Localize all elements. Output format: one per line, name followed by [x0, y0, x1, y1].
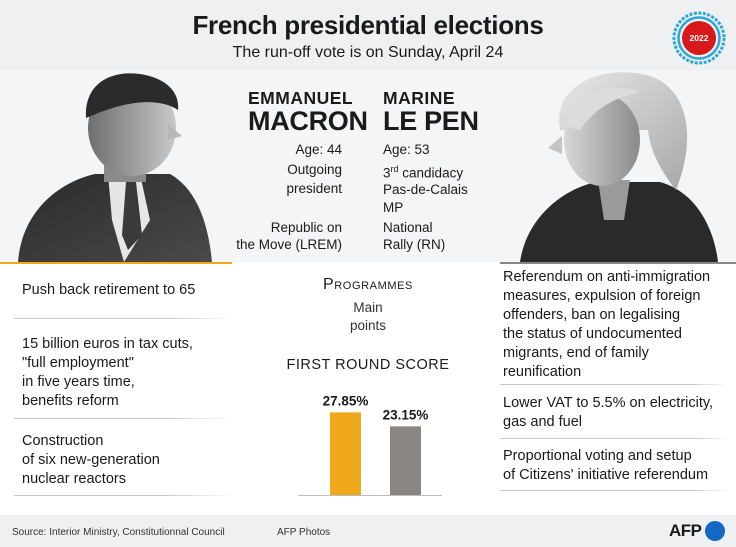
le-pen-last-name: LE PEN: [383, 106, 479, 136]
le-pen-first-name: MARINE: [383, 88, 456, 108]
macron-first-name: EMMANUEL: [248, 88, 354, 108]
le-pen-point-3-line: of Citizens' initiative referendum: [503, 467, 709, 483]
le-pen-point-2-line: Lower VAT to 5.5% on electricity,: [503, 395, 714, 411]
chart-value-label: 27.85%: [323, 393, 369, 408]
le-pen-accent-line: [500, 262, 736, 264]
programmes-subtitle-line1: Main: [353, 300, 383, 315]
macron-point-2-line: benefits reform: [22, 393, 119, 409]
programmes-subtitle-line2: points: [349, 318, 387, 333]
le-pen-candidacy-suffix: rd: [390, 164, 399, 174]
macron-point-1: Push back retirement to 65: [22, 281, 195, 300]
le-pen-point-1-line: offenders, ban on legalising: [503, 307, 681, 323]
le-pen-age: Age: 53: [383, 142, 430, 157]
first-round-score-chart: 27.85% 23.15%: [298, 393, 442, 496]
macron-point-2-line: "full employment": [22, 355, 134, 371]
macron-accent-line: [0, 262, 232, 264]
macron-point-3-line: Construction: [22, 433, 104, 449]
le-pen-point-3-line: Proportional voting and setup: [503, 448, 692, 464]
le-pen-divider-2: [500, 438, 728, 439]
chart-value-label: 23.15%: [383, 407, 429, 422]
chart-title: FIRST ROUND SCORE: [286, 357, 450, 373]
footer-band: [0, 515, 736, 547]
le-pen-candidacy-word: candidacy: [398, 165, 464, 181]
afp-logo-text: AFP: [669, 521, 702, 540]
le-pen-point-1: Referendum on anti-immigration measures,…: [503, 268, 710, 382]
le-pen-point-1-line: the status of undocumented: [503, 326, 682, 342]
macron-divider-2: [14, 418, 234, 419]
le-pen-divider-1: [500, 384, 728, 385]
source-text: Source: Interior Ministry, Constitutionn…: [12, 527, 225, 538]
macron-point-2-line: 15 billion euros in tax cuts,: [22, 336, 193, 352]
macron-point-2-line: in five years time,: [22, 374, 135, 390]
macron-divider-1: [14, 318, 234, 319]
badge-year-label: 2022: [689, 33, 709, 43]
header-band: [0, 0, 736, 70]
afp-logo-dot-icon: [705, 521, 725, 541]
chart-bar: [390, 426, 421, 495]
macron-party-line1: Republic on: [270, 220, 342, 235]
le-pen-point-1-line: Referendum on anti-immigration: [503, 269, 711, 285]
macron-point-3-line: nuclear reactors: [22, 471, 126, 487]
macron-divider-3: [14, 495, 234, 496]
macron-point-2: 15 billion euros in tax cuts, "full empl…: [22, 335, 193, 411]
le-pen-point-2: Lower VAT to 5.5% on electricity, gas an…: [503, 394, 713, 432]
le-pen-point-1-line: migrants, end of family: [503, 345, 649, 361]
macron-point-3: Construction of six new-generation nucle…: [22, 432, 160, 489]
le-pen-party-line2: Rally (RN): [383, 237, 446, 252]
macron-age: Age: 44: [295, 142, 342, 157]
le-pen-point-3: Proportional voting and setup of Citizen…: [503, 447, 708, 485]
macron-point-3-line: of six new-generation: [22, 452, 160, 468]
le-pen-point-1-line: reunification: [503, 364, 582, 380]
le-pen-candidacy-number: 3: [383, 165, 391, 181]
le-pen-photo: [500, 70, 736, 262]
le-pen-role-line1: Pas-de-Calais: [383, 182, 468, 197]
page-title: French presidential elections: [192, 10, 544, 40]
election-year-badge: 2022: [672, 11, 726, 65]
macron-point-1-line: Push back retirement to 65: [22, 282, 196, 298]
le-pen-candidacy: 3rd candidacy: [383, 160, 463, 183]
badge-ring-icon: [672, 11, 726, 65]
le-pen-point-2-line: gas and fuel: [503, 414, 583, 430]
macron-role-line2: president: [286, 181, 342, 196]
le-pen-point-1-line: measures, expulsion of foreign: [503, 288, 701, 304]
macron-role-line1: Outgoing: [287, 162, 342, 177]
photo-credit: AFP Photos: [277, 527, 331, 538]
macron-last-name: MACRON: [248, 106, 368, 136]
programmes-title: Programmes: [322, 276, 413, 293]
page-subtitle: The run-off vote is on Sunday, April 24: [232, 44, 504, 61]
chart-bar: [330, 412, 361, 495]
le-pen-party-line1: National: [383, 220, 433, 235]
macron-photo: [0, 70, 232, 262]
macron-party-line2: the Move (LREM): [236, 237, 342, 252]
le-pen-divider-3: [500, 490, 728, 491]
le-pen-role-line2: MP: [383, 200, 404, 215]
